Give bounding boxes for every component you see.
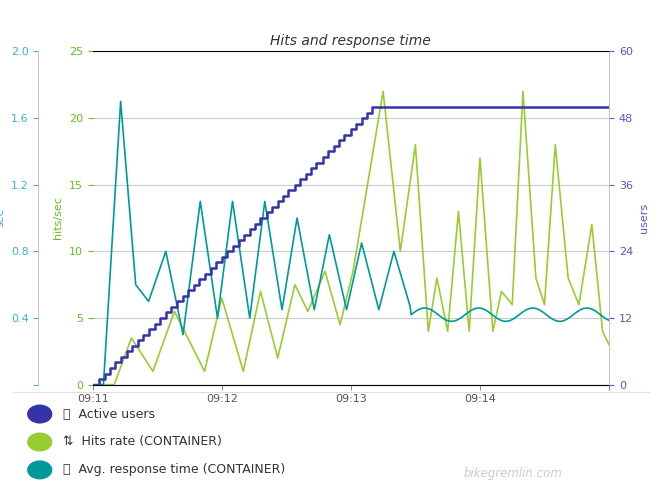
Y-axis label: sec: sec [0,209,5,227]
Title: Hits and response time: Hits and response time [271,33,431,48]
Text: ⇅  Hits rate (CONTAINER): ⇅ Hits rate (CONTAINER) [63,436,222,448]
Y-axis label: users: users [639,203,649,233]
Y-axis label: hits/sec: hits/sec [53,196,64,240]
Text: bikegremlin.com: bikegremlin.com [463,467,562,480]
Text: ⏰  Avg. response time (CONTAINER): ⏰ Avg. response time (CONTAINER) [63,464,285,476]
Text: 👥  Active users: 👥 Active users [63,408,155,420]
